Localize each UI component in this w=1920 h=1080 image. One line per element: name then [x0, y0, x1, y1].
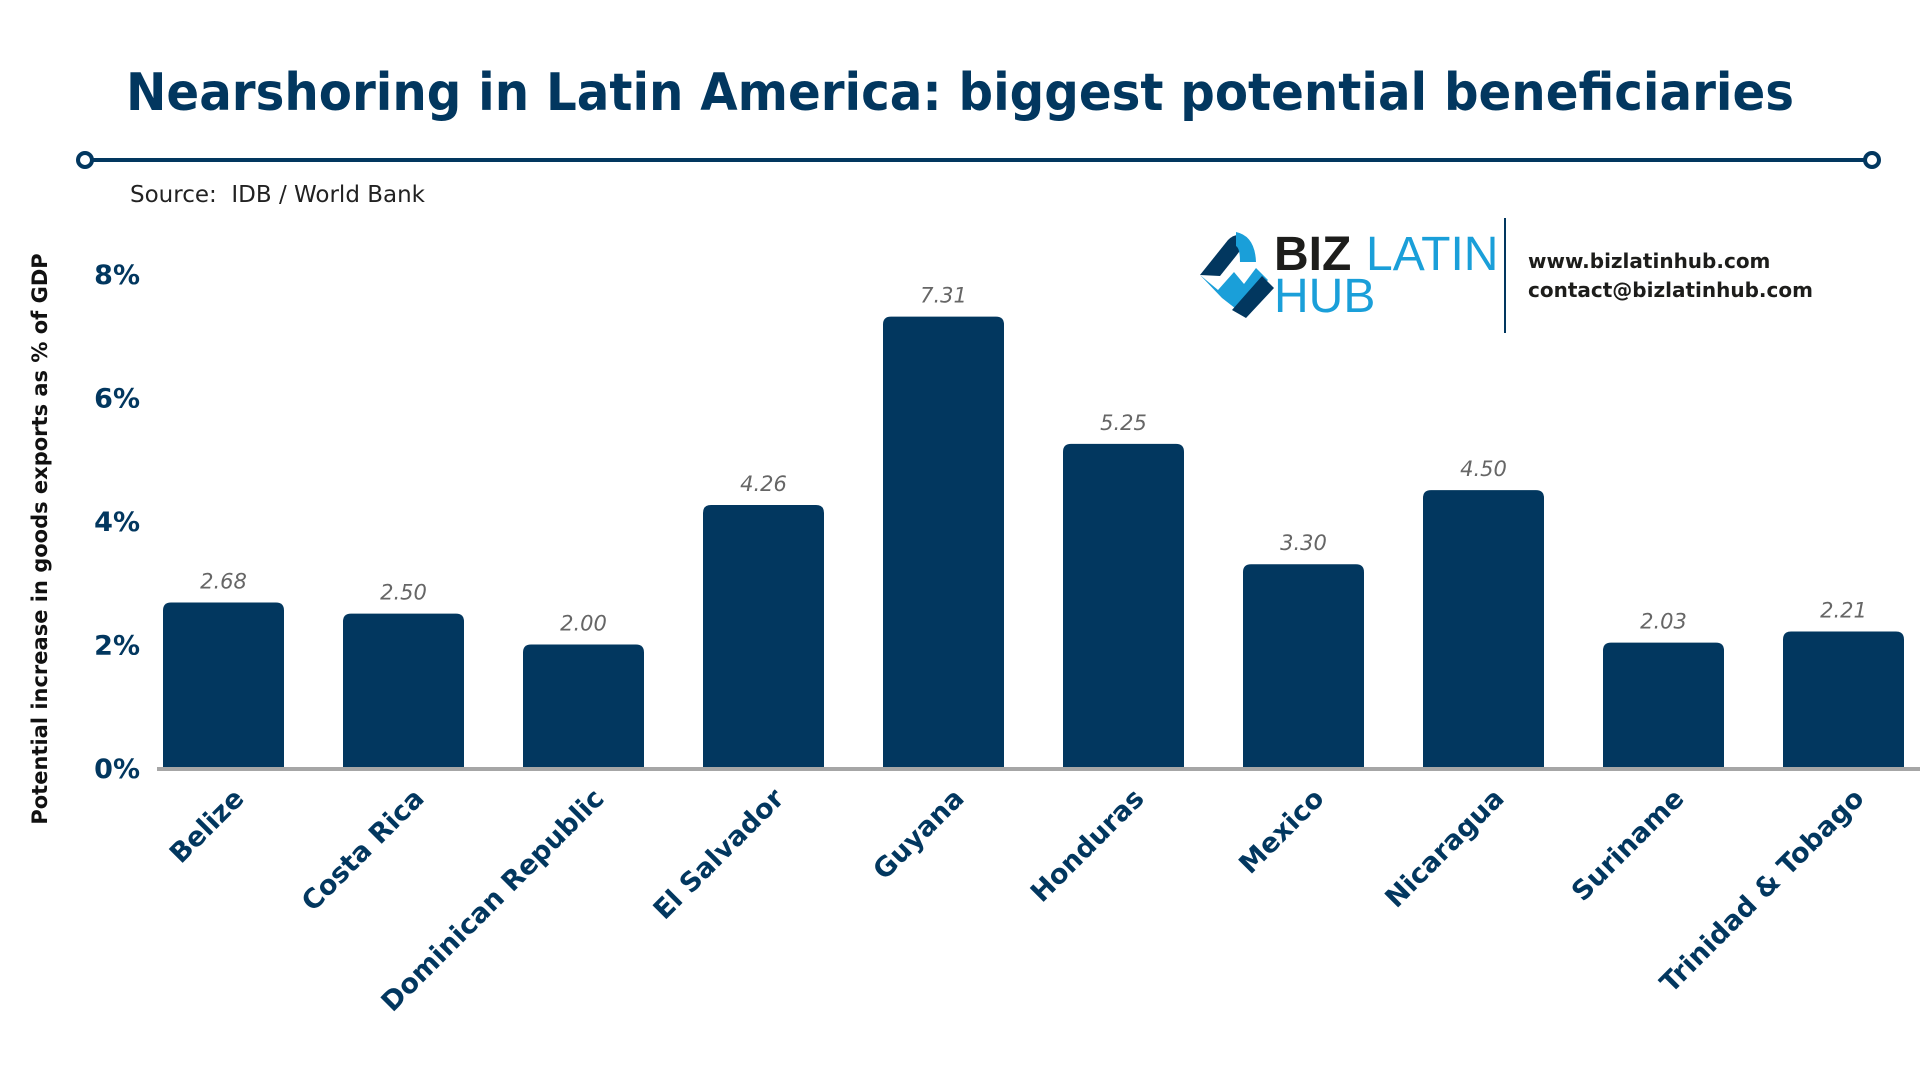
- value-label: 7.31: [920, 284, 967, 308]
- x-tick-label: Suriname: [1566, 783, 1691, 908]
- bar-costa-rica: [343, 613, 464, 768]
- y-tick-label: 4%: [94, 507, 140, 538]
- website-link[interactable]: www.bizlatinhub.com: [1528, 249, 1770, 273]
- y-axis-ticks: 0% 2% 4% 6% 8%: [94, 260, 140, 785]
- value-label: 5.25: [1100, 411, 1147, 435]
- value-label: 4.50: [1460, 457, 1507, 481]
- logo-latin: LATIN: [1366, 228, 1498, 281]
- value-label: 2.50: [380, 581, 427, 605]
- chart-title: Nearshoring in Latin America: biggest po…: [126, 63, 1794, 123]
- y-axis-label: Potential increase in goods exports as %…: [28, 253, 52, 824]
- bar-suriname: [1603, 642, 1724, 768]
- x-tick-label: Nicaragua: [1379, 783, 1510, 914]
- bar-trinidad-tobago: [1783, 631, 1904, 768]
- x-tick-label: Mexico: [1233, 783, 1330, 880]
- x-tick-label: Honduras: [1025, 783, 1151, 909]
- bar-el-salvador: [703, 504, 824, 768]
- x-tick-label: Costa Rica: [296, 783, 431, 918]
- value-label: 4.26: [740, 472, 787, 496]
- contact-email[interactable]: contact@bizlatinhub.com: [1528, 278, 1813, 302]
- x-tick-label: Belize: [164, 783, 251, 870]
- y-tick-label: 6%: [94, 384, 140, 415]
- bar-dominican-republic: [523, 644, 644, 768]
- x-tick-label: El Salvador: [648, 783, 791, 926]
- y-tick-label: 8%: [94, 260, 140, 291]
- x-tick-label: Trinidad & Tobago: [1654, 783, 1870, 999]
- logo-hub: HUB: [1274, 270, 1375, 323]
- y-tick-label: 0%: [94, 754, 140, 785]
- bar-nicaragua: [1423, 490, 1544, 768]
- source-note: Source: IDB / World Bank: [130, 182, 426, 208]
- x-tick-label: Guyana: [867, 783, 970, 886]
- title-divider: [76, 151, 1881, 169]
- value-label: 2.21: [1820, 599, 1867, 623]
- value-label: 2.68: [200, 570, 247, 594]
- bizlatinhub-logo: BIZ LATIN HUB: [1200, 228, 1498, 323]
- logo-mark-icon: [1200, 232, 1274, 318]
- bar-mexico: [1243, 564, 1364, 768]
- value-label: 2.00: [560, 612, 607, 636]
- logo-biz: BIZ: [1274, 228, 1351, 281]
- value-label: 3.30: [1280, 531, 1327, 555]
- bars: 2.68 2.50 2.00 4.26 7.31 5.25 3.30 4.50 2.03 2.21: [163, 284, 1904, 768]
- bar-honduras: [1063, 443, 1184, 768]
- y-tick-label: 2%: [94, 631, 140, 662]
- value-label: 2.03: [1640, 610, 1687, 634]
- bar-belize: [163, 602, 284, 768]
- bar-guyana: [883, 316, 1004, 768]
